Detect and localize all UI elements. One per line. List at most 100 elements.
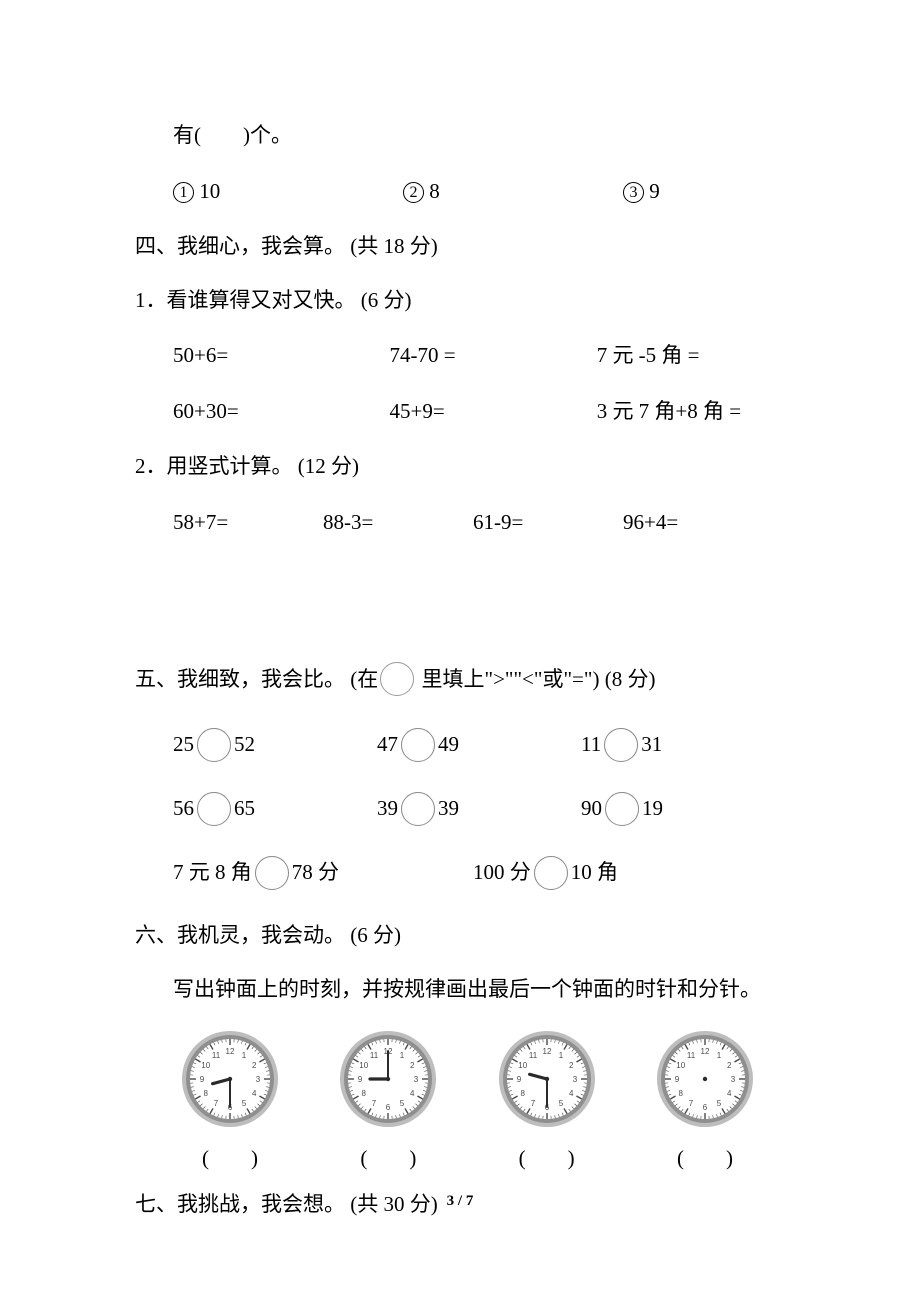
calc-cell: 74-70 = [390,340,597,372]
clock-icon: 121234567891011 [655,1029,755,1129]
section4-title: 四、我细心，我会算。 (共 18 分) [135,231,785,263]
svg-text:11: 11 [687,1051,696,1060]
compare-last-row: 7 元 8 角78 分100 分 10 角 [135,856,785,890]
svg-text:10: 10 [201,1061,210,1070]
svg-text:2: 2 [252,1061,257,1070]
svg-text:10: 10 [360,1061,369,1070]
calc-cell: 3 元 7 角+8 角 = [597,396,785,428]
svg-text:6: 6 [703,1103,708,1112]
calc-row: 60+30=45+9=3 元 7 角+8 角 = [135,396,785,428]
circled-number-icon: 1 [173,182,194,203]
svg-text:8: 8 [204,1089,209,1098]
section6-instruction: 写出钟面上的时刻，并按规律画出最后一个钟面的时针和分针。 [135,974,785,1006]
page-number: 3 / 7 [0,1190,920,1213]
svg-text:1: 1 [400,1051,405,1060]
svg-text:12: 12 [542,1047,551,1056]
calc-row: 50+6=74-70 =7 元 -5 角 = [135,340,785,372]
svg-text:2: 2 [410,1061,415,1070]
compare-left: 39 [377,793,398,825]
section4-sub2-heading: 2．用竖式计算。 (12 分) [135,451,785,483]
svg-text:9: 9 [675,1075,680,1084]
clock-item: 121234567891011( ) [180,1029,280,1175]
svg-text:1: 1 [717,1051,722,1060]
svg-text:5: 5 [717,1099,722,1108]
q-options-row: 1 102 83 9 [135,176,785,208]
blank-circle-icon [197,792,231,826]
compare-row: 566539399019 [173,792,785,826]
calc-sub2-row: 58+7=88-3=61-9=96+4= [135,507,785,539]
compare-cell: 5665 [173,792,377,826]
svg-text:3: 3 [414,1075,419,1084]
compare-row: 25 52 47 49 11 31 [173,728,785,762]
calc-cell: 60+30= [173,396,390,428]
section5-title-after: 里填上">""<"或"=") (8 分) [416,667,655,691]
svg-text:2: 2 [569,1061,574,1070]
svg-text:8: 8 [362,1089,367,1098]
svg-text:8: 8 [679,1089,684,1098]
svg-text:3: 3 [572,1075,577,1084]
svg-text:1: 1 [558,1051,563,1060]
svg-text:5: 5 [558,1099,563,1108]
calc-sub1-rows: 50+6=74-70 =7 元 -5 角 = 60+30=45+9=3 元 7 角… [135,340,785,427]
compare-cell: 7 元 8 角78 分 [173,856,473,890]
blank-circle-icon [380,662,414,696]
section5-title-before: 五、我细致，我会比。 (在 [135,667,378,691]
q-tail-text: 有( )个。 [135,120,785,152]
clock-blank-label: ( ) [677,1143,733,1175]
calc-cell: 58+7= [173,507,323,539]
compare-left: 25 [173,729,194,761]
svg-text:9: 9 [200,1075,205,1084]
compare-right: 49 [438,729,459,761]
compare-cell: 39 39 [377,792,581,826]
blank-circle-icon [401,728,435,762]
blank-circle-icon [255,856,289,890]
calc-cell: 88-3= [323,507,473,539]
option-text: 9 [644,179,660,203]
compare-left: 47 [377,729,398,761]
compare-right: 19 [642,793,663,825]
svg-text:4: 4 [252,1089,257,1098]
calc-cell: 61-9= [473,507,623,539]
blank-circle-icon [604,728,638,762]
blank-circle-icon [197,728,231,762]
clock-blank-label: ( ) [360,1143,416,1175]
section6-title: 六、我机灵，我会动。 (6 分) [135,920,785,952]
compare-left: 11 [581,729,601,761]
blank-circle-icon [534,856,568,890]
compare-right: 65 [234,793,255,825]
compare-cell: 25 52 [173,728,377,762]
calc-cell: 96+4= [623,507,743,539]
svg-text:8: 8 [520,1089,525,1098]
svg-text:4: 4 [727,1089,732,1098]
svg-text:5: 5 [400,1099,405,1108]
svg-text:3: 3 [731,1075,736,1084]
option-1: 1 10 [173,176,403,208]
clocks-row: 121234567891011( )121234567891011( )1212… [135,1029,785,1175]
compare-left: 100 分 [473,857,531,889]
svg-text:3: 3 [256,1075,261,1084]
svg-text:5: 5 [242,1099,247,1108]
compare-right: 39 [438,793,459,825]
clock-item: 121234567891011( ) [497,1029,597,1175]
svg-text:11: 11 [370,1051,379,1060]
compare-cell: 9019 [581,792,785,826]
compare-right: 31 [641,729,662,761]
compare-right: 10 角 [571,857,618,889]
svg-text:11: 11 [212,1051,221,1060]
compare-right: 52 [234,729,255,761]
clock-item: 121234567891011( ) [338,1029,438,1175]
blank-circle-icon [401,792,435,826]
svg-text:10: 10 [518,1061,527,1070]
option-3: 3 9 [623,176,743,208]
svg-text:2: 2 [727,1061,732,1070]
compare-cell: 11 31 [581,728,785,762]
section5-title: 五、我细致，我会比。 (在 里填上">""<"或"=") (8 分) [135,662,785,696]
svg-text:7: 7 [372,1099,377,1108]
svg-text:6: 6 [386,1103,391,1112]
clock-icon: 121234567891011 [180,1029,280,1129]
svg-text:12: 12 [226,1047,235,1056]
svg-text:1: 1 [242,1051,247,1060]
svg-text:7: 7 [689,1099,694,1108]
calc-cell: 7 元 -5 角 = [597,340,785,372]
compare-grid: 255247491131566539399019 [135,728,785,826]
